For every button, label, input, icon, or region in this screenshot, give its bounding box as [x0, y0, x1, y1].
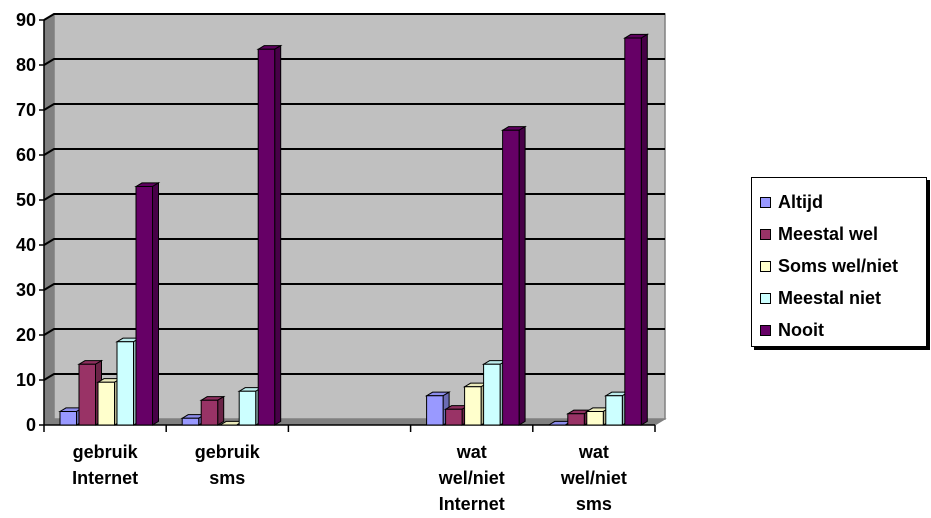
x-category-label: wat wel/niet sms — [560, 442, 627, 514]
bar-front — [116, 341, 134, 426]
y-tick-label: 40 — [16, 235, 36, 255]
legend-swatch — [760, 324, 771, 336]
legend-item: Meestal niet — [760, 282, 926, 314]
bar-front — [483, 363, 501, 426]
bar-front — [135, 186, 153, 426]
gridline — [43, 13, 665, 21]
y-tick-label: 50 — [16, 190, 36, 210]
legend-swatch — [760, 228, 771, 240]
bar-nooit — [622, 33, 650, 426]
y-tick-label: 20 — [16, 325, 36, 345]
bar-nooit — [256, 44, 283, 426]
bar-front — [445, 408, 463, 426]
bar-nooit — [500, 125, 527, 426]
bar-nooit — [134, 182, 161, 426]
legend-item: Soms wel/niet — [760, 250, 926, 282]
bar-side — [152, 182, 159, 426]
bar-front — [257, 48, 276, 426]
x-category-label: gebruik sms — [195, 442, 261, 488]
y-tick-label: 90 — [16, 10, 36, 30]
bar-meestal-niet — [603, 391, 631, 426]
bar-side — [640, 33, 648, 426]
y-tick-label: 10 — [16, 370, 36, 390]
legend-swatch — [760, 260, 771, 272]
x-category-label: gebruik Internet — [72, 442, 139, 488]
gridline — [43, 238, 665, 246]
gridline — [43, 58, 665, 66]
bar-front — [181, 417, 200, 426]
legend-swatch — [760, 292, 771, 304]
gridline — [43, 328, 665, 336]
gridline — [43, 283, 665, 291]
bar-front — [502, 129, 520, 426]
x-category-label: wat wel/niet Internet — [438, 442, 505, 514]
bar-front — [78, 363, 96, 426]
gridline — [43, 373, 665, 381]
bar-front — [200, 399, 219, 426]
y-tick-label: 0 — [26, 415, 36, 435]
bar-front — [426, 395, 444, 426]
bar-front — [464, 386, 482, 426]
legend-label: Soms wel/niet — [778, 255, 899, 276]
bar-side — [217, 395, 225, 426]
bar-chart: 0 10 20 30 40 50 60 70 80 90 gebruik Internet gebrui… — [16, 10, 667, 514]
bar-side — [274, 44, 282, 426]
gridline — [43, 103, 665, 111]
y-tick-label: 60 — [16, 145, 36, 165]
legend-item: Nooit — [760, 314, 926, 346]
legend-label: Meestal niet — [778, 287, 882, 308]
bar-front — [97, 381, 115, 426]
bar-front — [59, 411, 77, 426]
legend-item: Altijd — [760, 186, 926, 218]
bar-front — [624, 37, 642, 426]
bar-front — [605, 395, 623, 426]
plot-side-wall — [43, 13, 55, 426]
legend-label: Meestal wel — [778, 223, 879, 244]
gridline — [43, 193, 665, 201]
bar-front — [238, 390, 257, 426]
bar-meestal-wel — [199, 395, 226, 426]
bar-side — [518, 125, 526, 426]
chart-legend: Altijd Meestal wel Soms wel/niet Meestal ni… — [751, 177, 927, 347]
bar-front — [586, 411, 604, 426]
y-tick-label: 70 — [16, 100, 36, 120]
gridline — [43, 148, 665, 156]
legend-label: Altijd — [778, 191, 823, 212]
legend-label: Nooit — [778, 319, 824, 340]
legend-swatch — [760, 196, 771, 208]
bar-front — [567, 413, 585, 426]
y-tick-label: 30 — [16, 280, 36, 300]
y-tick-label: 80 — [16, 55, 36, 75]
legend-item: Meestal wel — [760, 218, 926, 250]
